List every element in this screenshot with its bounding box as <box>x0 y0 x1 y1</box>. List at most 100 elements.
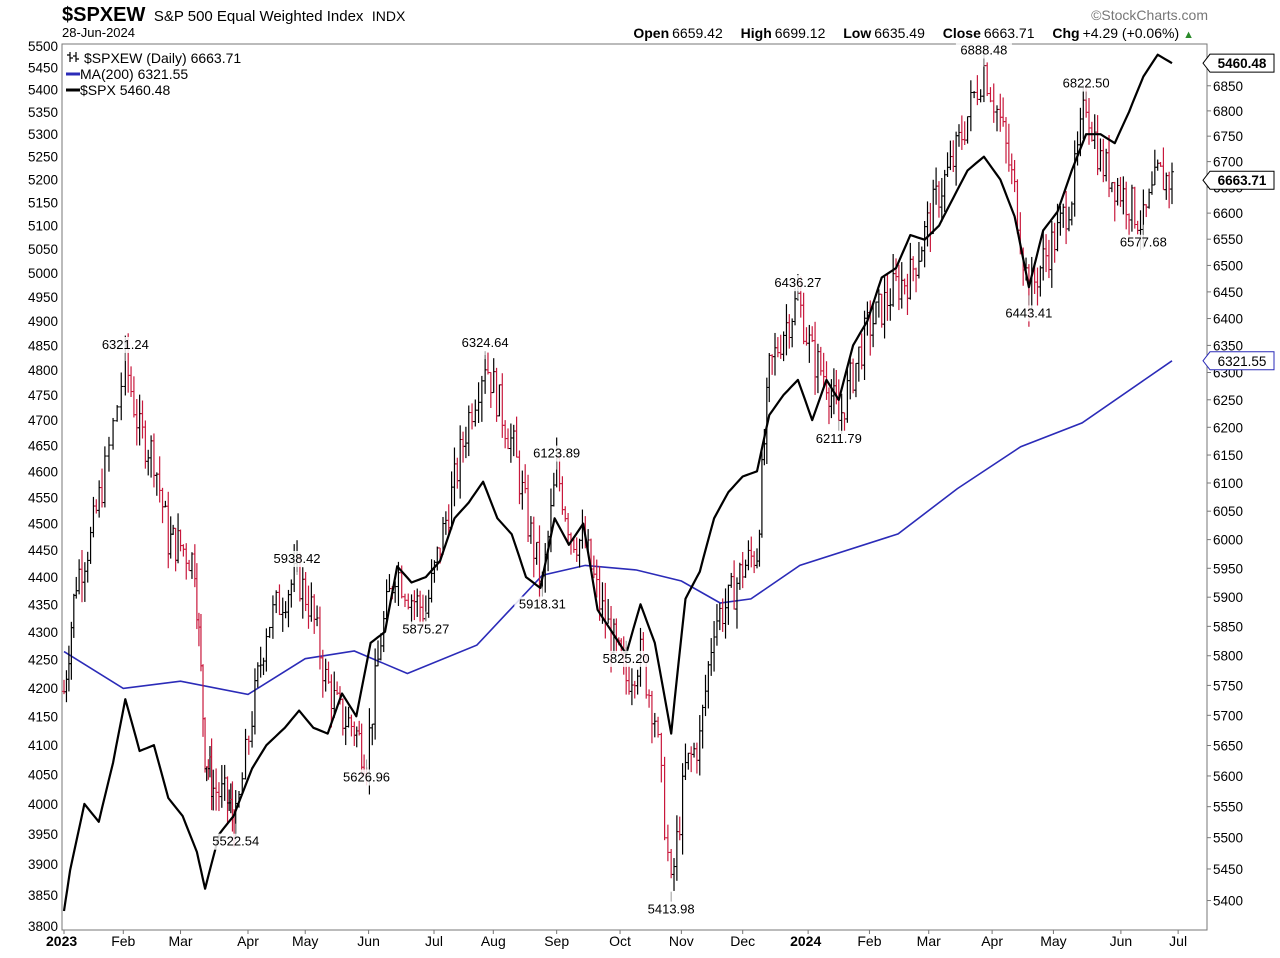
left-tick-label: 4200 <box>28 681 58 696</box>
ohlc-bar <box>1038 265 1043 297</box>
ohlc-bar <box>1164 172 1169 200</box>
annotation-label: 5875.27 <box>402 622 449 637</box>
ohlc-bar <box>312 594 317 634</box>
right-tick-label: 6750 <box>1213 129 1243 144</box>
ohlc-bar <box>340 698 345 736</box>
ohlc-bar <box>700 704 705 749</box>
right-tick-label: 6350 <box>1213 338 1243 353</box>
ohlc-bar <box>520 470 525 510</box>
right-tick-label: 6600 <box>1213 206 1243 221</box>
ohlc-bar <box>1109 182 1114 193</box>
ohlc-bar <box>1095 115 1100 176</box>
ohlc-bar <box>922 221 927 268</box>
left-tick-label: 4700 <box>28 413 58 428</box>
ohlc-bar <box>157 456 162 503</box>
ohlc-bar <box>466 405 471 457</box>
right-tick-label: 5450 <box>1213 862 1243 877</box>
ohlc-bar <box>323 658 328 692</box>
ohlc-bar <box>896 264 901 311</box>
annotation-box <box>97 336 154 353</box>
right-axis: 5400 5450 5500 5550 5600 5650 5700 5750 5800 5850… <box>1207 79 1243 909</box>
ohlc-bar <box>343 706 348 746</box>
legend-ohlc-icon <box>67 52 79 62</box>
ohlc-bar <box>1118 176 1123 207</box>
ohlc-bar <box>222 764 227 801</box>
ohlc-bar <box>452 447 457 507</box>
ohlc-bar <box>1115 177 1120 206</box>
legend-label: $SPX 5460.48 <box>80 82 171 98</box>
ohlc-bar <box>531 516 536 578</box>
ohlc-bar <box>694 742 699 774</box>
ohlc-bar <box>807 324 812 363</box>
ohlc-bar <box>914 267 919 293</box>
ohlc-bar <box>458 425 463 499</box>
ohlc-bar <box>461 431 466 463</box>
ohlc-bar <box>432 560 437 583</box>
chg-value: +4.29 (+0.06%) <box>1082 25 1180 41</box>
left-tick-label: 5150 <box>28 195 58 210</box>
ohlc-bar <box>755 548 760 569</box>
left-axis: 3800 3850 3900 3950 4000 4050 4100 4150 4200 4250… <box>28 39 58 934</box>
right-tick-label: 5550 <box>1213 800 1243 815</box>
ohlc-bar <box>826 387 831 425</box>
ohlc-bar <box>729 572 734 588</box>
ohlc-bar <box>500 373 505 438</box>
ohlc-bar <box>534 541 539 565</box>
right-tick-label: 5650 <box>1213 739 1243 754</box>
ohlc-bar <box>632 680 637 699</box>
ohlc-bar <box>508 423 513 463</box>
ohlc-bar <box>674 815 679 881</box>
ohlc-bar <box>146 449 151 476</box>
ohlc-bar <box>560 476 565 515</box>
ohlc-bar <box>577 538 582 568</box>
ohlc-bar <box>455 457 460 489</box>
ohlc-bar <box>160 487 165 524</box>
ohlc-bar <box>270 595 275 639</box>
annotation-box <box>1000 305 1057 322</box>
left-tick-label: 5500 <box>28 39 58 54</box>
ma200-series <box>63 360 1173 696</box>
ohlc-bar <box>526 474 531 542</box>
ohlc-bar <box>66 645 71 692</box>
ohlc-bar <box>1092 114 1097 150</box>
ohlc-bar <box>985 62 990 96</box>
ohlc-bar <box>873 301 878 325</box>
annotation: 6321.24 <box>97 336 154 361</box>
ohlc-bar <box>662 756 667 841</box>
ohlc-summary: Open 6659.42 High 6699.12 Low 6635.49 Close… <box>619 25 1194 41</box>
ohlc-bar <box>485 352 490 375</box>
x-tick-label: May <box>292 933 318 949</box>
ohlc-bar <box>1049 220 1054 288</box>
ohlc-bar <box>346 706 351 728</box>
annotation-label: 6211.79 <box>816 431 862 446</box>
ohlc-bar <box>851 358 856 394</box>
ohlc-bar <box>71 593 76 638</box>
right-tick-label: 5400 <box>1213 894 1243 909</box>
ohlc-bar <box>677 816 682 841</box>
ohlc-bar <box>563 506 568 522</box>
ohlc-bar <box>1149 171 1154 195</box>
ma200-line <box>63 360 1173 696</box>
left-tick-label: 5200 <box>28 172 58 187</box>
ohlc-bar <box>1089 121 1094 142</box>
ohlc-bar <box>537 525 542 602</box>
ohlc-bar <box>968 80 973 132</box>
ohlc-bar <box>790 318 795 348</box>
ohlc-bar <box>77 559 82 595</box>
ohlc-bar <box>991 83 996 123</box>
right-tick-label: 6250 <box>1213 393 1243 408</box>
ohlc-bar <box>1129 184 1134 232</box>
plot-area <box>61 43 1208 931</box>
ohlc-bar <box>463 426 468 459</box>
x-tick-label: Jun <box>357 933 380 949</box>
ohlc-bar <box>709 638 714 676</box>
ohlc-bar <box>767 353 772 403</box>
annotation: 5875.27 <box>397 611 454 638</box>
annotation-label: 6436.27 <box>774 275 821 290</box>
annotation-box <box>338 769 395 786</box>
ohlc-bar <box>1147 188 1152 209</box>
right-tick-label: 5700 <box>1213 708 1243 723</box>
ohlc-bar <box>514 416 519 458</box>
